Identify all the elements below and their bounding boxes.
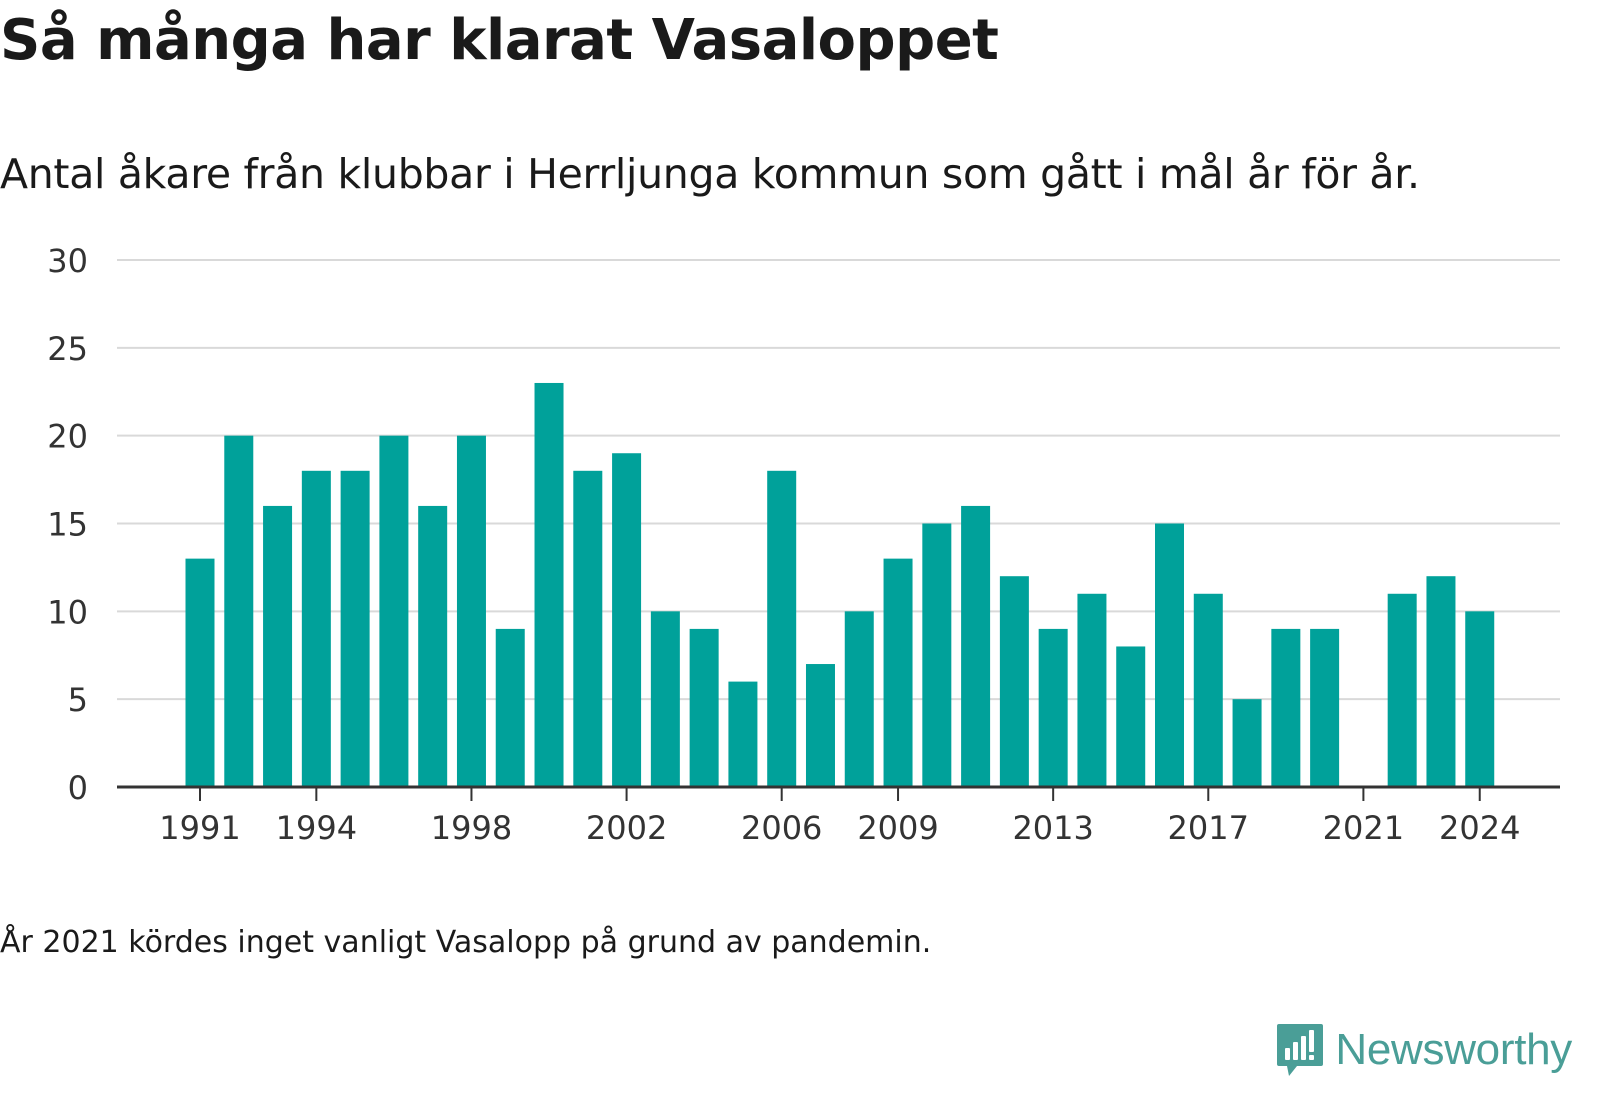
x-axis [117,785,1560,801]
bar-2007 [805,664,835,787]
y-tick-label: 30 [47,242,88,280]
bar-2023 [1426,576,1456,787]
bar-2017 [1193,593,1223,787]
bar-1998 [456,435,486,787]
bar-2013 [1038,628,1068,787]
bar-2009 [883,558,913,787]
x-tick-label: 1994 [276,809,357,847]
y-tick-labels: 0 5 10 15 20 25 30 [47,242,88,807]
brand-name: Newsworthy [1335,1025,1572,1074]
bar-1992 [224,435,254,787]
bar-2008 [844,611,874,787]
x-tick-label: 2013 [1012,809,1093,847]
bar-2024 [1465,611,1495,787]
y-tick-label: 15 [47,506,88,544]
brand-logo: Newsworthy [1275,1022,1572,1078]
bar-2000 [534,382,564,787]
bar-1994 [301,470,331,787]
y-tick-label: 0 [68,769,88,807]
bar-1991 [185,558,215,787]
x-tick-label: 1998 [431,809,512,847]
bar-1993 [263,505,293,787]
bar-2001 [573,470,603,787]
x-tick-label: 2009 [857,809,938,847]
x-tick-label: 2024 [1439,809,1520,847]
bars [185,382,1495,787]
bar-2004 [689,628,719,787]
bar-1995 [340,470,370,787]
y-tick-label: 10 [47,593,88,631]
chart-title: Så många har klarat Vasaloppet [0,8,999,73]
x-tick-label: 2017 [1168,809,1249,847]
bar-2010 [922,523,952,787]
bar-1996 [379,435,409,787]
x-tick-label: 2021 [1323,809,1404,847]
x-tick-labels: 1991 1994 1998 2002 2006 2009 2013 2017 2021 2024 [159,809,1520,847]
x-tick-label: 2002 [586,809,667,847]
bar-chart: 0 5 10 15 20 25 30 1991 1994 1998 2002 2006 2009 201… [47,242,1560,847]
y-tick-label: 20 [47,418,88,456]
bar-2016 [1155,523,1184,787]
y-tick-label: 25 [47,330,88,368]
newsworthy-logo-icon [1277,1024,1324,1076]
bar-2002 [612,453,642,787]
bar-2003 [650,611,680,787]
bar-2014 [1077,593,1107,787]
bar-2012 [999,576,1029,787]
bar-1999 [495,628,525,787]
bar-2019 [1271,628,1301,787]
chart-subtitle: Antal åkare från klubbar i Herrljunga ko… [0,150,1420,198]
bar-2018 [1232,699,1262,787]
footnote: År 2021 kördes inget vanligt Vasalopp på… [0,925,932,960]
bar-2011 [961,505,991,787]
x-tick-label: 2006 [741,809,822,847]
bar-2020 [1310,628,1340,787]
x-tick-label: 1991 [159,809,240,847]
grid-lines [117,259,1560,701]
y-tick-label: 5 [68,681,88,719]
bar-1997 [418,505,448,787]
bar-2005 [728,681,758,787]
bar-2006 [767,470,797,787]
bar-2022 [1387,593,1417,787]
bar-2015 [1116,646,1146,787]
